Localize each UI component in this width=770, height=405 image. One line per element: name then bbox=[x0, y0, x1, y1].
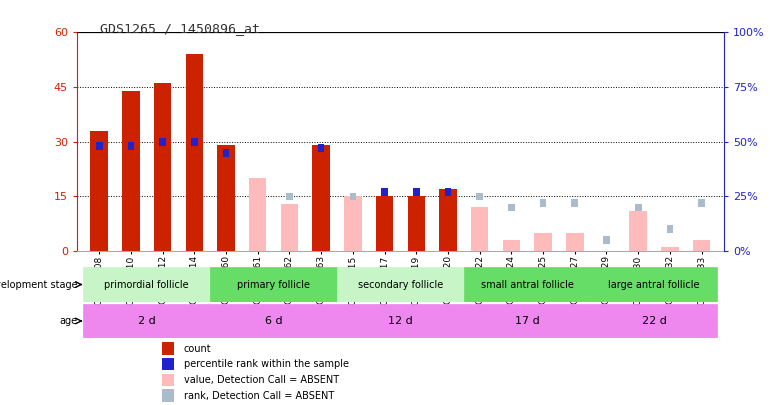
Bar bbox=[503, 240, 520, 251]
Bar bbox=[159, 138, 166, 145]
Bar bbox=[464, 304, 591, 338]
Text: 12 d: 12 d bbox=[388, 316, 413, 326]
Bar bbox=[376, 196, 393, 251]
Bar bbox=[162, 358, 174, 371]
Bar bbox=[154, 83, 171, 251]
Bar bbox=[318, 145, 324, 152]
Text: 17 d: 17 d bbox=[515, 316, 540, 326]
Bar bbox=[477, 193, 483, 200]
Bar bbox=[96, 142, 102, 150]
Bar bbox=[337, 267, 464, 302]
Bar bbox=[591, 267, 718, 302]
Text: 6 d: 6 d bbox=[265, 316, 283, 326]
Bar bbox=[591, 304, 718, 338]
Text: secondary follicle: secondary follicle bbox=[358, 279, 443, 290]
Bar bbox=[693, 240, 711, 251]
Bar bbox=[162, 389, 174, 402]
Bar bbox=[191, 138, 198, 145]
Bar bbox=[381, 188, 388, 196]
Text: rank, Detection Call = ABSENT: rank, Detection Call = ABSENT bbox=[184, 390, 334, 401]
Bar bbox=[413, 188, 420, 196]
Bar bbox=[128, 142, 134, 150]
Bar bbox=[534, 233, 552, 251]
Bar bbox=[210, 267, 337, 302]
Text: GDS1265 / 1450896_at: GDS1265 / 1450896_at bbox=[100, 22, 260, 35]
Bar bbox=[407, 196, 425, 251]
Bar bbox=[635, 204, 641, 211]
Bar bbox=[91, 131, 108, 251]
Text: percentile rank within the sample: percentile rank within the sample bbox=[184, 359, 349, 369]
Bar bbox=[630, 211, 647, 251]
Bar bbox=[217, 145, 235, 251]
Bar bbox=[286, 193, 293, 200]
Text: value, Detection Call = ABSENT: value, Detection Call = ABSENT bbox=[184, 375, 339, 385]
Text: age: age bbox=[59, 316, 78, 326]
Bar bbox=[162, 342, 174, 355]
Bar bbox=[661, 247, 678, 251]
Bar bbox=[571, 199, 578, 207]
Bar bbox=[508, 204, 514, 211]
Bar bbox=[186, 54, 203, 251]
Bar bbox=[444, 188, 451, 196]
Bar bbox=[540, 199, 547, 207]
Bar bbox=[350, 193, 357, 200]
Text: 22 d: 22 d bbox=[641, 316, 667, 326]
Bar bbox=[313, 145, 330, 251]
Text: primordial follicle: primordial follicle bbox=[105, 279, 189, 290]
Text: primary follicle: primary follicle bbox=[237, 279, 310, 290]
Bar bbox=[464, 267, 591, 302]
Bar bbox=[83, 304, 210, 338]
Bar bbox=[281, 204, 298, 251]
Bar bbox=[439, 189, 457, 251]
Bar bbox=[337, 304, 464, 338]
Bar bbox=[471, 207, 488, 251]
Text: large antral follicle: large antral follicle bbox=[608, 279, 700, 290]
Bar bbox=[698, 199, 705, 207]
Bar bbox=[249, 178, 266, 251]
Text: count: count bbox=[184, 343, 211, 354]
Text: development stage: development stage bbox=[0, 279, 78, 290]
Bar bbox=[122, 91, 139, 251]
Text: small antral follicle: small antral follicle bbox=[480, 279, 574, 290]
Bar bbox=[83, 267, 210, 302]
Bar bbox=[210, 304, 337, 338]
Text: 2 d: 2 d bbox=[138, 316, 156, 326]
Bar bbox=[667, 226, 673, 233]
Bar bbox=[344, 196, 362, 251]
Bar bbox=[566, 233, 584, 251]
Bar bbox=[603, 237, 610, 244]
Bar bbox=[162, 373, 174, 386]
Bar bbox=[223, 149, 229, 156]
